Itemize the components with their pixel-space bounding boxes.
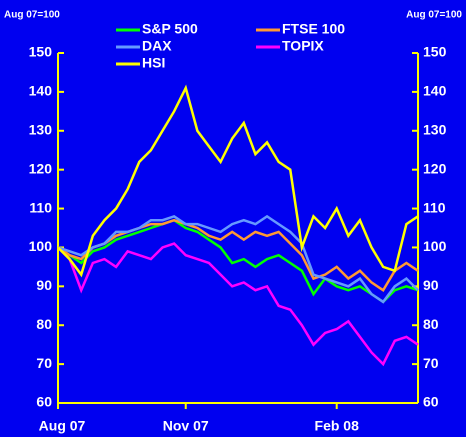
y-tick-label: 110 bbox=[29, 199, 52, 215]
y-tick-label: 150 bbox=[29, 44, 53, 60]
y2-tick-label: 150 bbox=[423, 44, 447, 60]
y-tick-label: 130 bbox=[29, 121, 53, 137]
legend-label: HSI bbox=[142, 55, 165, 71]
y-tick-label: 90 bbox=[36, 277, 52, 293]
y2-tick-label: 120 bbox=[423, 160, 447, 176]
legend-label: FTSE 100 bbox=[282, 21, 345, 37]
y2-tick-label: 60 bbox=[423, 394, 439, 410]
y2-tick-label: 140 bbox=[423, 83, 447, 99]
line-series bbox=[57, 242, 419, 367]
line-series bbox=[57, 218, 419, 292]
x-tick-label: Aug 07 bbox=[39, 418, 86, 434]
y-tick-label: 100 bbox=[29, 238, 53, 254]
line-series bbox=[57, 214, 419, 304]
y-tick-label: 80 bbox=[36, 316, 52, 332]
y-axis-label: Aug 07=100 bbox=[4, 10, 60, 21]
y-tick-label: 120 bbox=[29, 160, 53, 176]
y2-tick-label: 80 bbox=[423, 316, 439, 332]
legend-label: TOPIX bbox=[282, 38, 324, 54]
y2-tick-label: 70 bbox=[423, 355, 439, 371]
x-tick-label: Feb 08 bbox=[315, 418, 360, 434]
y2-tick-label: 90 bbox=[423, 277, 439, 293]
line-series bbox=[57, 84, 419, 278]
legend-label: S&P 500 bbox=[142, 21, 198, 37]
legend-label: DAX bbox=[142, 38, 172, 54]
y2-tick-label: 110 bbox=[423, 199, 446, 215]
y-tick-label: 60 bbox=[36, 394, 52, 410]
y2-axis-label: Aug 07=100 bbox=[406, 10, 462, 21]
line-series bbox=[57, 218, 419, 304]
y2-tick-label: 130 bbox=[423, 121, 447, 137]
y2-tick-label: 100 bbox=[423, 238, 447, 254]
x-tick-label: Nov 07 bbox=[163, 418, 209, 434]
y-tick-label: 70 bbox=[36, 355, 52, 371]
y-tick-label: 140 bbox=[29, 83, 53, 99]
